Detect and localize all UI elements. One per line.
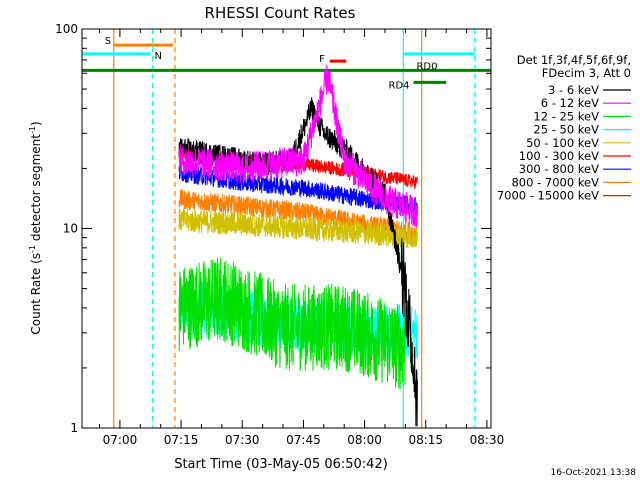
legend-label-6: 300 - 800 keV bbox=[519, 162, 599, 176]
date-stamp: 16-Oct-2021 13:38 bbox=[551, 468, 637, 478]
y-axis-label: Count Rate (s-1 detector segment-1) bbox=[28, 121, 43, 334]
y-tick-label: 10 bbox=[63, 222, 78, 236]
legend: Det 1f,3f,4f,5f,6f,9f, FDecim 3, Att 0 3… bbox=[497, 53, 631, 203]
state-bar-label-1: N bbox=[155, 51, 162, 62]
x-tick-label: 08:30 bbox=[470, 433, 505, 447]
legend-label-1: 6 - 12 keV bbox=[541, 96, 599, 110]
state-bar-label-4: F bbox=[319, 54, 325, 65]
series-line-6 bbox=[178, 163, 418, 215]
state-bar-label-0: S bbox=[105, 36, 111, 47]
y-tick-label: 100 bbox=[55, 22, 78, 36]
legend-label-3: 25 - 50 keV bbox=[533, 123, 599, 137]
axes: 07:00 07:15 07:30 07:45 08:00 08:15 08:30 1 10 10… bbox=[55, 22, 504, 447]
x-tick-label: 08:15 bbox=[408, 433, 443, 447]
x-tick-label: 07:30 bbox=[225, 433, 260, 447]
legend-header-line1: Det 1f,3f,4f,5f,6f,9f, bbox=[517, 53, 631, 67]
plot-area: S N RD0 F RD4 bbox=[82, 29, 491, 428]
legend-label-8: 7000 - 15000 keV bbox=[497, 189, 599, 203]
legend-label-0: 3 - 6 keV bbox=[548, 83, 599, 97]
series-line-1 bbox=[178, 64, 418, 228]
legend-label-5: 100 - 300 keV bbox=[519, 149, 599, 163]
legend-label-4: 50 - 100 keV bbox=[526, 136, 599, 150]
series-line-2 bbox=[178, 257, 406, 390]
x-tick-label: 07:15 bbox=[164, 433, 199, 447]
x-axis-label: Start Time (03-May-05 06:50:42) bbox=[174, 457, 388, 472]
legend-header-line2: FDecim 3, Att 0 bbox=[542, 66, 631, 80]
series-line-4 bbox=[178, 208, 418, 249]
legend-label-2: 12 - 25 keV bbox=[533, 109, 599, 123]
state-bar-label-3: RD0 bbox=[416, 61, 437, 72]
series-line-7 bbox=[178, 189, 418, 243]
x-tick-label: 08:00 bbox=[347, 433, 382, 447]
y-tick-label: 1 bbox=[70, 421, 78, 435]
state-bar-label-5: RD4 bbox=[389, 80, 410, 91]
x-tick-label: 07:45 bbox=[286, 433, 321, 447]
x-tick-label: 07:00 bbox=[103, 433, 138, 447]
chart-title: RHESSI Count Rates bbox=[205, 4, 356, 22]
legend-label-7: 800 - 7000 keV bbox=[511, 175, 599, 189]
